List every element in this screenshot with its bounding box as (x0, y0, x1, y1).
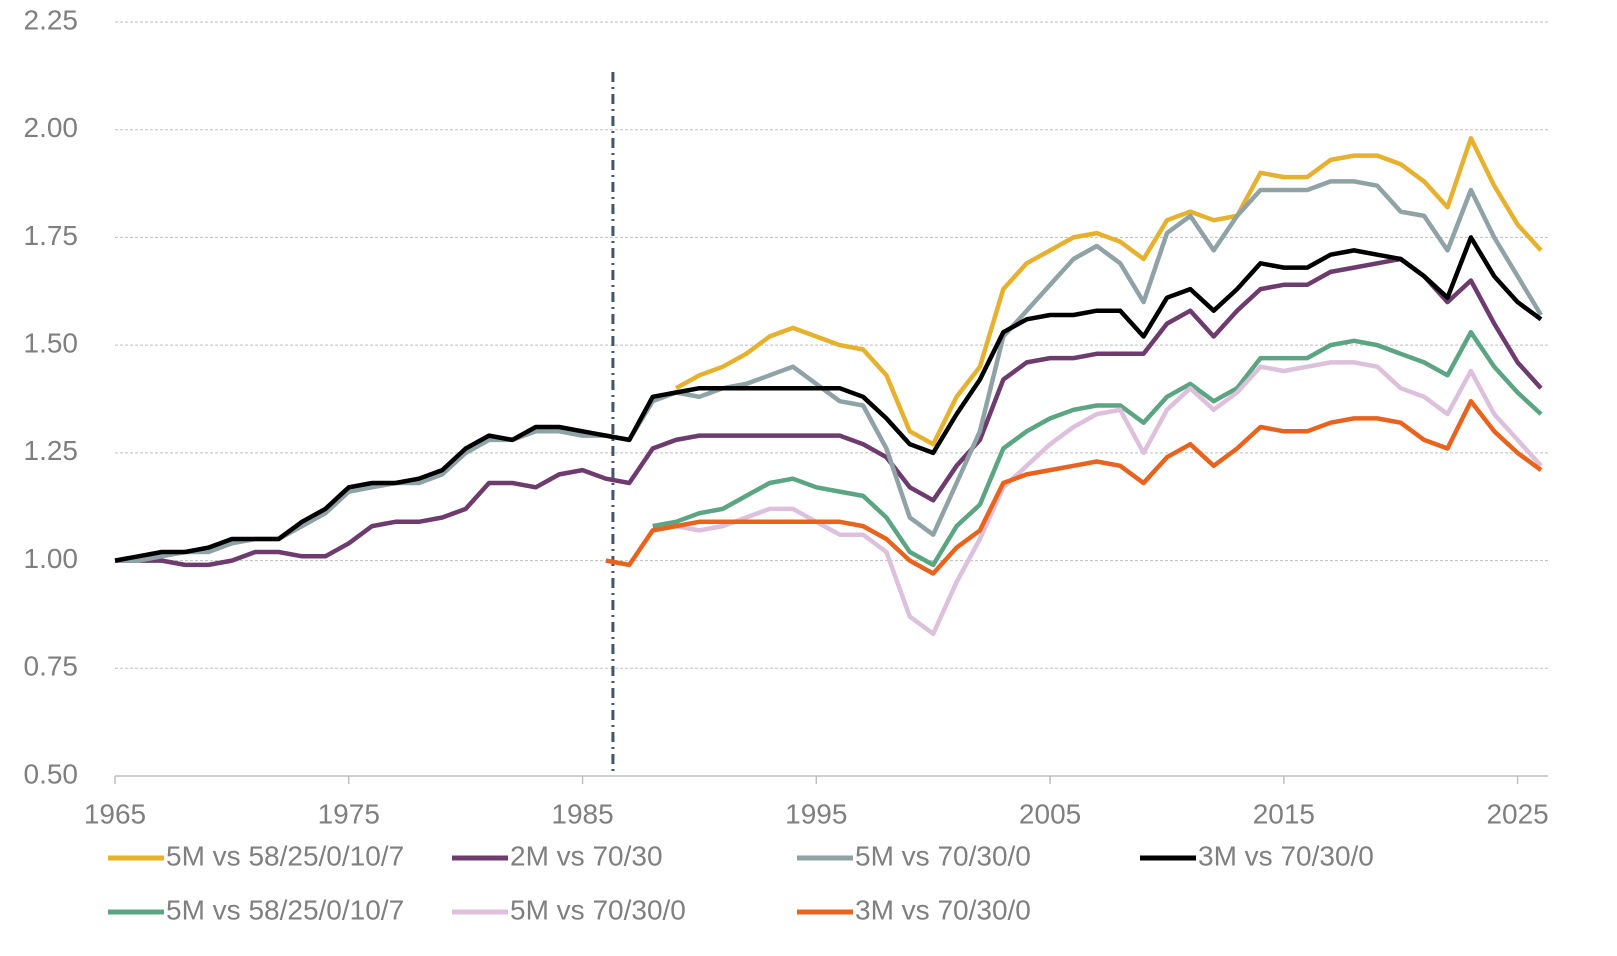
y-tick-label: 0.75 (24, 651, 79, 682)
y-tick-label: 1.75 (24, 220, 79, 251)
legend-label: 5M vs 70/30/0 (510, 894, 686, 925)
y-tick-label: 1.50 (24, 328, 79, 359)
y-tick-label: 2.00 (24, 112, 79, 143)
series-line (114, 235, 1543, 563)
x-tick-label: 2015 (1253, 798, 1315, 829)
x-tick-label: 1975 (318, 798, 380, 829)
y-tick-label: 1.25 (24, 435, 79, 466)
x-tick-label: 1965 (84, 798, 146, 829)
legend-label: 5M vs 70/30/0 (855, 840, 1031, 871)
y-tick-label: 0.50 (24, 758, 79, 789)
series-line (605, 398, 1543, 576)
legend-label: 2M vs 70/30 (510, 840, 663, 871)
series-line (115, 179, 1543, 563)
series-line (652, 360, 1543, 637)
series-line (115, 256, 1543, 568)
series-line (674, 136, 1543, 447)
y-tick-label: 1.00 (24, 543, 79, 574)
y-tick-label: 2.25 (24, 4, 79, 35)
x-tick-label: 1985 (551, 798, 613, 829)
legend-label: 5M vs 58/25/0/10/7 (166, 894, 404, 925)
legend-label: 5M vs 58/25/0/10/7 (166, 840, 404, 871)
x-tick-label: 2005 (1019, 798, 1081, 829)
legend-label: 3M vs 70/30/0 (855, 894, 1031, 925)
x-tick-label: 2025 (1486, 798, 1548, 829)
x-tick-label: 1995 (785, 798, 847, 829)
series-line (652, 329, 1543, 568)
legend-label: 3M vs 70/30/0 (1198, 840, 1374, 871)
